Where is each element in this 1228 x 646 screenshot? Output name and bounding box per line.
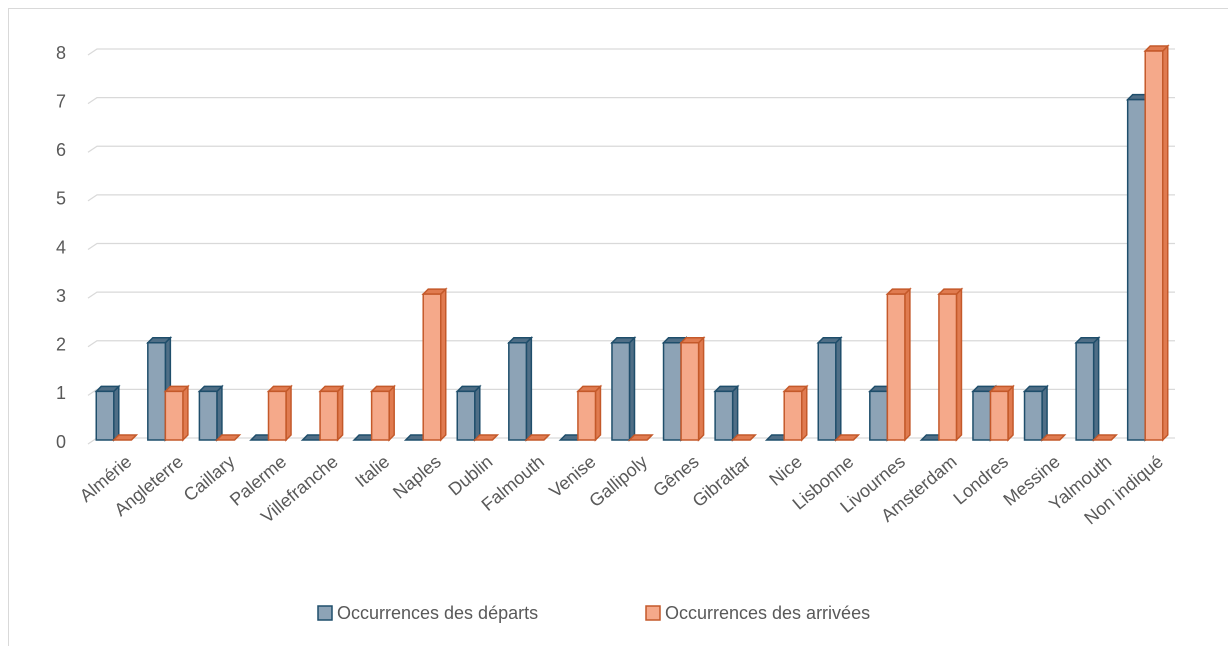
bar	[456, 390, 476, 441]
grid-line	[87, 340, 1175, 348]
x-tick-label: Londres	[949, 451, 1012, 508]
bar	[95, 390, 115, 441]
bar	[267, 390, 287, 441]
bar-side	[1092, 335, 1100, 442]
bar-top	[1040, 434, 1067, 441]
x-tick-label: Nice	[765, 451, 805, 489]
grid-line	[87, 388, 1175, 396]
bar-top	[1091, 434, 1118, 441]
y-tick-label: 4	[56, 237, 66, 257]
bar-top	[833, 434, 861, 441]
bar	[938, 293, 958, 441]
bar-side	[1007, 384, 1014, 442]
y-tick-label: 6	[56, 140, 66, 160]
grid-line	[87, 291, 1175, 299]
y-tick-label: 8	[56, 43, 66, 63]
bar-side	[1162, 44, 1169, 442]
chart-frame	[8, 8, 1228, 646]
legend-label: Occurrences des arrivées	[665, 603, 870, 623]
bar	[869, 390, 889, 441]
y-tick-label: 1	[56, 383, 66, 403]
bar-side	[525, 335, 533, 442]
bar	[886, 293, 906, 441]
bar	[680, 342, 700, 441]
bar-top	[215, 434, 242, 441]
bar	[1075, 342, 1095, 441]
y-tick-label: 2	[56, 335, 66, 355]
legend-label: Occurrences des départs	[337, 603, 538, 623]
x-tick-label: Gallipoly	[585, 451, 651, 511]
bar	[422, 293, 442, 441]
bar-top	[627, 434, 654, 441]
grid-line	[87, 242, 1175, 250]
bar	[1023, 390, 1043, 441]
bar-side	[388, 384, 395, 442]
bar-side	[731, 384, 739, 442]
bar-side	[697, 335, 705, 442]
y-tick-label: 0	[56, 432, 66, 452]
bar	[198, 390, 218, 441]
bar	[817, 342, 837, 441]
bar	[319, 390, 339, 441]
bar	[370, 390, 390, 441]
y-tick-label: 5	[56, 189, 66, 209]
legend-swatch	[317, 605, 333, 621]
legend-swatch	[645, 605, 661, 621]
y-tick-label: 3	[56, 286, 66, 306]
bar	[147, 342, 167, 441]
grid-line	[87, 48, 1175, 56]
bar-top	[111, 434, 139, 441]
bar-top	[730, 434, 757, 441]
bar	[577, 390, 597, 441]
bar-side	[800, 384, 808, 442]
bar-top	[524, 434, 551, 441]
bar-top	[472, 434, 500, 441]
x-tick-label: Italie	[351, 451, 393, 491]
grid-line	[87, 97, 1175, 105]
x-tick-label: Naples	[389, 451, 445, 502]
bar	[783, 390, 803, 441]
bar-side	[1041, 384, 1048, 442]
bar-side	[835, 335, 842, 442]
bar	[972, 390, 992, 441]
bar-side	[904, 287, 911, 442]
y-tick-label: 7	[56, 91, 66, 111]
bar	[662, 342, 682, 441]
bar	[989, 390, 1009, 441]
bar	[164, 390, 184, 441]
bar	[1126, 98, 1146, 441]
grid-line	[87, 194, 1175, 202]
grid-line	[87, 145, 1175, 153]
bar	[1144, 50, 1164, 441]
bar-side	[628, 335, 636, 442]
bar	[714, 390, 734, 441]
x-tick-label: Gibraltar	[689, 451, 755, 511]
bar	[611, 342, 631, 441]
bar	[508, 342, 528, 441]
